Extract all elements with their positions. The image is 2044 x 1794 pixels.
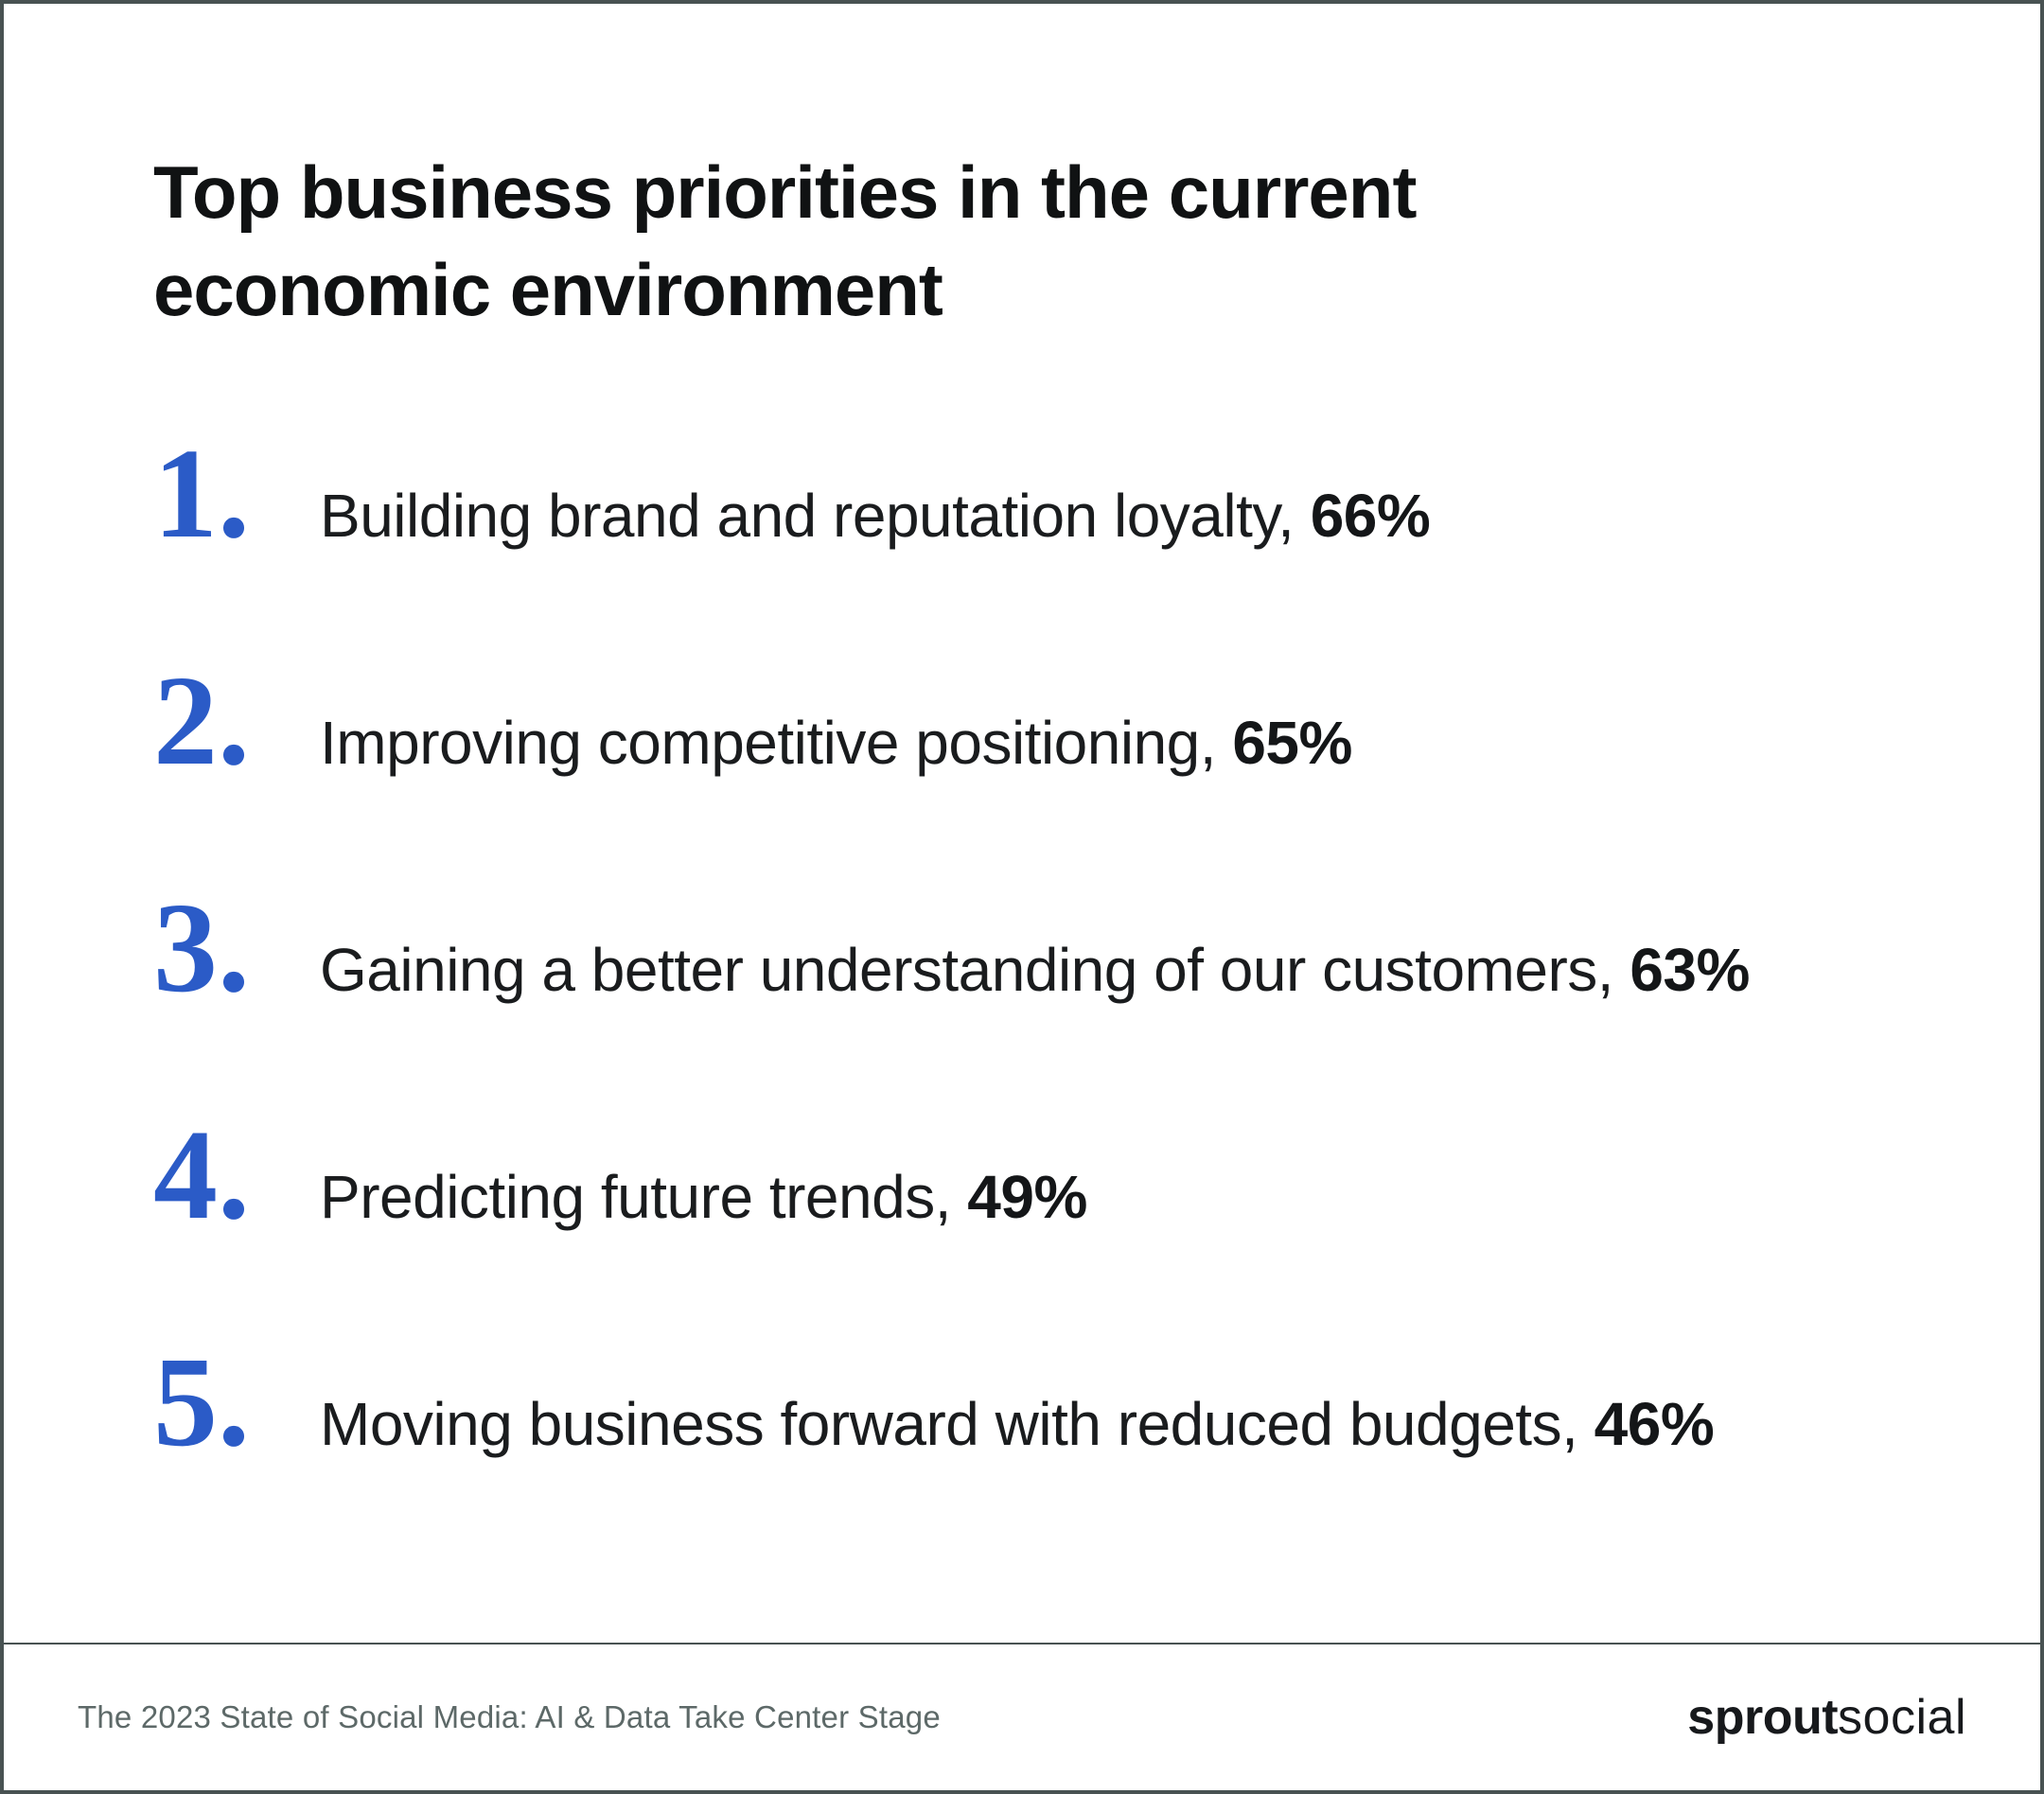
item-text: Improving competitive positioning, 65% bbox=[320, 707, 1352, 780]
rank-number: 4. bbox=[153, 1103, 250, 1246]
item-label: Gaining a better understanding of our cu… bbox=[320, 935, 1614, 1004]
rank-number: 1. bbox=[153, 422, 250, 565]
list-item: 3. Gaining a better understanding of our… bbox=[153, 884, 1946, 1012]
page-title: Top business priorities in the current e… bbox=[153, 150, 1417, 331]
item-label: Predicting future trends, bbox=[320, 1162, 951, 1231]
item-value: 66% bbox=[1310, 481, 1431, 550]
item-label: Moving business forward with reduced bud… bbox=[320, 1389, 1578, 1458]
list-item: 5. Moving business forward with reduced … bbox=[153, 1338, 1946, 1467]
priority-list: 1. Building brand and reputation loyalty… bbox=[153, 430, 1946, 1467]
logo-text-social: social bbox=[1838, 1690, 1966, 1745]
footer: The 2023 State of Social Media: AI & Dat… bbox=[4, 1643, 2040, 1790]
source-citation: The 2023 State of Social Media: AI & Dat… bbox=[78, 1699, 941, 1734]
item-value: 49% bbox=[967, 1162, 1087, 1231]
item-text: Building brand and reputation loyalty, 6… bbox=[320, 480, 1431, 553]
sprout-social-logo: sprout social bbox=[1687, 1689, 1966, 1746]
item-text: Predicting future trends, 49% bbox=[320, 1161, 1087, 1234]
item-value: 63% bbox=[1630, 935, 1750, 1004]
item-label: Building brand and reputation loyalty, bbox=[320, 481, 1295, 550]
list-item: 4. Predicting future trends, 49% bbox=[153, 1111, 1946, 1240]
rank-number: 2. bbox=[153, 649, 250, 792]
item-text: Moving business forward with reduced bud… bbox=[320, 1388, 1715, 1461]
logo-text-sprout: sprout bbox=[1687, 1690, 1839, 1745]
item-text: Gaining a better understanding of our cu… bbox=[320, 934, 1750, 1007]
item-value: 65% bbox=[1232, 708, 1352, 777]
item-label: Improving competitive positioning, bbox=[320, 708, 1217, 777]
list-item: 2. Improving competitive positioning, 65… bbox=[153, 657, 1946, 785]
rank-number: 5. bbox=[153, 1330, 250, 1473]
rank-number: 3. bbox=[153, 876, 250, 1019]
item-value: 46% bbox=[1594, 1389, 1715, 1458]
list-item: 1. Building brand and reputation loyalty… bbox=[153, 430, 1946, 558]
